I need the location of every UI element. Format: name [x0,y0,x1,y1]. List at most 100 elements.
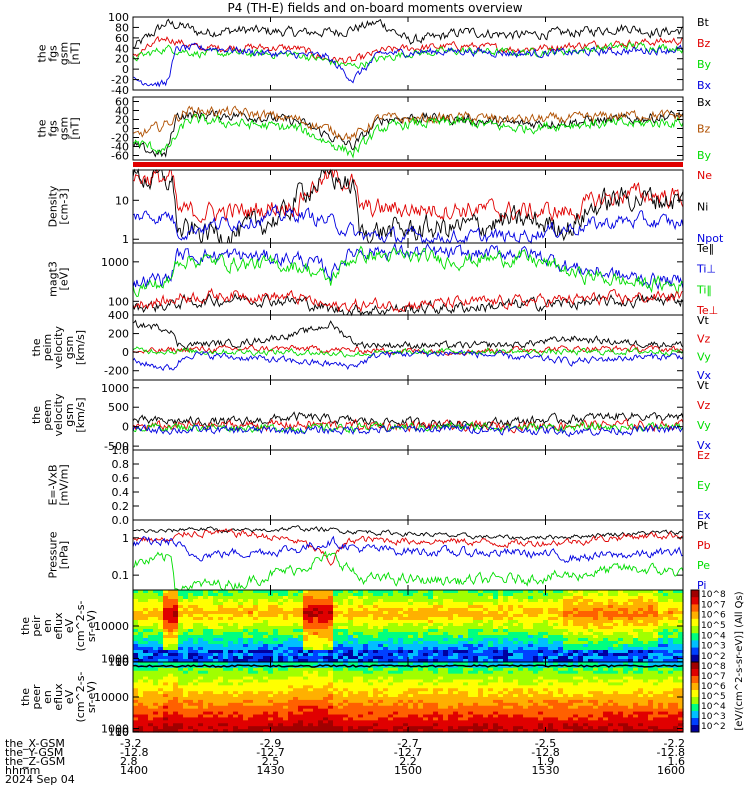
spectrogram-cell [588,614,594,618]
spectrogram-cell [558,638,564,642]
spectrogram-cell [213,623,219,627]
spectrogram-cell [258,720,264,724]
spectrogram-cell [563,629,569,633]
spectrogram-cell [408,596,414,600]
spectrogram-cell [478,641,484,645]
spectrogram-cell [328,662,334,666]
spectrogram-cell [263,599,269,603]
spectrogram-cell [243,605,249,609]
spectrogram-cell [313,697,319,701]
spectrogram-cell [463,705,469,710]
spectrogram-cell [323,726,329,730]
spectrogram-cell [318,632,324,636]
spectrogram-cell [478,697,484,701]
y-axis-label: peem [41,399,54,430]
spectrogram-cell [548,662,554,666]
spectrogram-cell [293,670,299,675]
spectrogram-cell [208,644,214,648]
spectrogram-cell [238,711,244,716]
legend-Vx: Vx [697,439,712,452]
spectrogram-cell [603,656,609,660]
spectrogram-cell [498,702,504,707]
spectrogram-cell [363,617,369,621]
spectrogram-cell [228,617,234,621]
y-axis-label: the [19,617,32,635]
spectrogram-cell [488,647,494,651]
spectrogram-cell [458,705,464,710]
spectrogram-cell [278,723,284,727]
spectrogram-cell [618,626,624,630]
spectrogram-cell [408,697,414,701]
spectrogram-cell [448,697,454,701]
spectrogram-cell [453,611,459,615]
spectrogram-cell [453,691,459,695]
spectrogram-cell [413,702,419,707]
series-By [132,41,684,70]
spectrogram-cell [368,673,374,678]
spectrogram-cell [453,617,459,621]
spectrogram-cell [263,726,269,730]
spectrogram-cell [563,602,569,606]
spectrogram-cell [358,650,364,654]
spectrogram-cell [398,664,404,669]
spectrogram-cell [198,708,204,713]
spectrogram-cell [318,605,324,609]
spectrogram-cell [318,708,324,713]
spectrogram-cell [433,638,439,642]
y-axis-label: [eV] [58,268,71,291]
spectrogram-cell [158,596,164,600]
spectrogram-cell [538,691,544,695]
spectrogram-cell [318,717,324,721]
spectrogram-cell [303,726,309,730]
spectrogram-cell [513,726,519,730]
spectrogram-cell [398,688,404,692]
spectrogram-cell [288,644,294,648]
spectrogram-cell [418,726,424,730]
spectrogram-cell [598,626,604,630]
spectrogram-cell [528,605,534,609]
spectrogram-cell [488,708,494,713]
spectrogram-cell [193,614,199,618]
spectrogram-cell [198,632,204,636]
spectrogram-cell [413,676,419,681]
spectrogram-cell [658,638,664,642]
spectrogram-cell [173,623,179,627]
y-axis-label: gsm [58,117,71,140]
spectrogram-cell [248,629,254,633]
spectrogram-cell [613,644,619,648]
spectrogram-cell [538,664,544,669]
spectrogram-cell [603,626,609,630]
series-Npot [132,203,684,245]
spectrogram-cell [203,688,209,692]
spectrogram-cell [248,714,254,719]
spectrogram-cell [658,614,664,618]
spectrogram-cell [148,602,154,606]
spectrogram-cell [283,662,289,666]
spectrogram-cell [518,599,524,603]
spectrogram-cell [513,673,519,678]
spectrogram-cell [568,602,574,606]
spectrogram-cell [678,626,684,630]
spectrogram-cell [228,682,234,686]
spectrogram-cell [613,659,619,663]
spectrogram-cell [533,711,539,716]
spectrogram-cell [623,608,629,612]
series-Vt [132,411,684,430]
spectrogram-cell [333,623,339,627]
spectrogram-cell [598,605,604,609]
spectrogram-cell [433,667,439,672]
spectrogram-cell [218,679,224,684]
spectrogram-cell [213,720,219,724]
spectrogram-cell [378,635,384,639]
spectrogram-cell [203,705,209,710]
spectrogram-cell [168,656,174,660]
spectrogram-cell [323,697,329,701]
spectrogram-cell [198,659,204,663]
spectrogram-cell [263,691,269,695]
spectrogram-cell [648,593,654,597]
spectrogram-cell [263,638,269,642]
spectrogram-cell [588,656,594,660]
spectrogram-cell [678,650,684,654]
spectrogram-cell [233,638,239,642]
spectrogram-cell [138,638,144,642]
